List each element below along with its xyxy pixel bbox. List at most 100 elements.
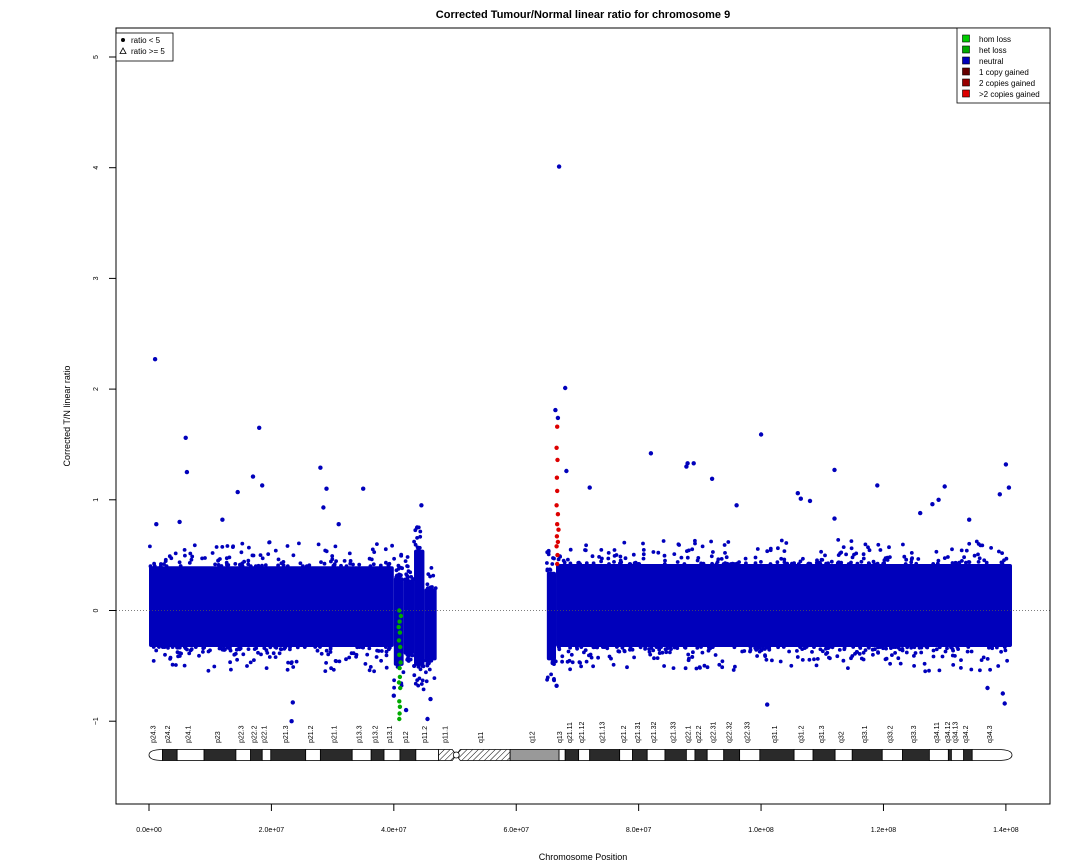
color-legend-label: 1 copy gained (979, 68, 1029, 77)
x-axis: 0.0e+00 2.0e+07 4.0e+07 6.0e+07 8.0e+07 1.0e+… (136, 803, 1019, 834)
data-point-82 (555, 552, 560, 558)
data-point-85 (556, 527, 561, 532)
y-tick-label: 2 (93, 387, 100, 391)
data-point-31 (685, 461, 690, 466)
data-point-4 (177, 519, 182, 525)
data-point-5 (220, 517, 225, 522)
band-label: p11.2 (422, 726, 429, 743)
data-point-51 (1006, 485, 1012, 490)
color-swatch (962, 34, 970, 43)
color-legend: hom loss het loss neutral 1 copy gained 2 co… (956, 27, 1051, 104)
band-label: p24.2 (165, 725, 172, 743)
data-point-68 (397, 711, 402, 716)
data-point-9 (260, 483, 265, 488)
data-point-34 (709, 476, 715, 481)
band-label: p24.3 (151, 725, 158, 743)
data-point-58 (396, 638, 402, 643)
color-legend-label: >2 copies gained (979, 90, 1040, 99)
y-axis-label: Corrected T/N linear ratio (62, 366, 72, 467)
data-point-18 (414, 525, 420, 530)
band-label: q31.1 (772, 725, 779, 743)
band-label: p22.2 (251, 725, 258, 743)
band-label: q34.12 (945, 721, 952, 743)
band-label: q21.12 (579, 721, 586, 743)
data-point-64 (396, 680, 402, 685)
band-label: q22.33 (745, 721, 752, 743)
band-p11-1: p11.1 (438, 726, 457, 761)
data-point-61 (398, 660, 403, 665)
color-legend-label: 2 copies gained (979, 79, 1035, 88)
dense-region-6 (556, 538, 1012, 674)
y-tick-label: 3 (93, 276, 100, 280)
data-point-53 (1002, 701, 1007, 706)
band-label: p23 (215, 731, 222, 743)
data-point-39 (798, 496, 803, 501)
band-label: p13.2 (373, 725, 380, 743)
band-label: q13 (557, 731, 564, 743)
color-legend-label: het loss (979, 46, 1007, 55)
triangle-symbol (119, 47, 127, 54)
data-point-22 (425, 716, 430, 722)
data-point-3 (154, 522, 159, 527)
data-point-24 (563, 385, 568, 391)
data-point-73 (554, 445, 559, 450)
data-point-11 (324, 486, 329, 491)
data-point-81 (554, 544, 559, 549)
band-label: p21.3 (283, 725, 290, 743)
band-label: q22.32 (727, 721, 734, 743)
data-point-13 (361, 486, 366, 491)
data-point-66 (397, 699, 402, 704)
data-point-47 (942, 484, 947, 489)
y-tick-label: 1 (93, 498, 100, 502)
data-point-21 (428, 696, 433, 702)
data-point-57 (397, 630, 403, 635)
band-label: q21.32 (651, 721, 658, 743)
dense-region-5 (545, 548, 558, 683)
data-point-14 (336, 522, 341, 527)
band-label: q32 (839, 731, 846, 743)
band-label: p22.1 (262, 725, 269, 743)
data-point-8 (257, 425, 262, 430)
data-point-83 (555, 561, 560, 567)
data-point-69 (397, 716, 402, 722)
band-label: p13.1 (387, 725, 394, 743)
x-tick-label: 8.0e+07 (626, 827, 652, 834)
band-label: q33.2 (887, 725, 894, 743)
x-tick-label: 1.2e+08 (871, 827, 897, 834)
band-label: q34.3 (987, 725, 994, 743)
data-point-25 (553, 407, 558, 413)
band-label: q34.13 (953, 721, 960, 743)
band-label: q21.13 (600, 721, 607, 743)
x-tick-label: 0.0e+00 (136, 827, 162, 834)
data-point-50 (1003, 462, 1009, 467)
data-point-45 (930, 502, 935, 507)
band-label: q21.31 (635, 721, 642, 743)
data-points (148, 164, 1012, 724)
x-tick-label: 1.4e+08 (993, 827, 1019, 834)
data-point-1 (183, 435, 188, 440)
band-label: p21.1 (331, 725, 338, 743)
data-point-67 (397, 704, 403, 709)
band-label: p13.3 (357, 725, 364, 743)
color-swatch (962, 89, 970, 98)
data-point-43 (875, 483, 880, 488)
y-tick-label: 4 (93, 166, 100, 170)
band-label: q12 (530, 731, 537, 743)
data-point-30 (648, 451, 654, 456)
data-point-17 (419, 503, 424, 508)
dense-region-4 (423, 566, 438, 684)
data-point-65 (398, 685, 403, 691)
data-point-44 (918, 510, 923, 516)
data-point-71 (398, 613, 404, 619)
data-point-76 (555, 488, 560, 494)
y-tick-label: 5 (93, 55, 100, 59)
band-label: q33.1 (862, 725, 869, 743)
data-point-70 (396, 624, 401, 630)
data-point-59 (398, 644, 403, 650)
data-point-26 (555, 415, 561, 421)
data-point-40 (807, 498, 813, 504)
data-point-52 (1000, 691, 1005, 696)
color-legend-label: neutral (979, 57, 1004, 66)
shape-legend-label: ratio < 5 (131, 36, 161, 45)
x-tick-label: 4.0e+07 (381, 827, 407, 834)
